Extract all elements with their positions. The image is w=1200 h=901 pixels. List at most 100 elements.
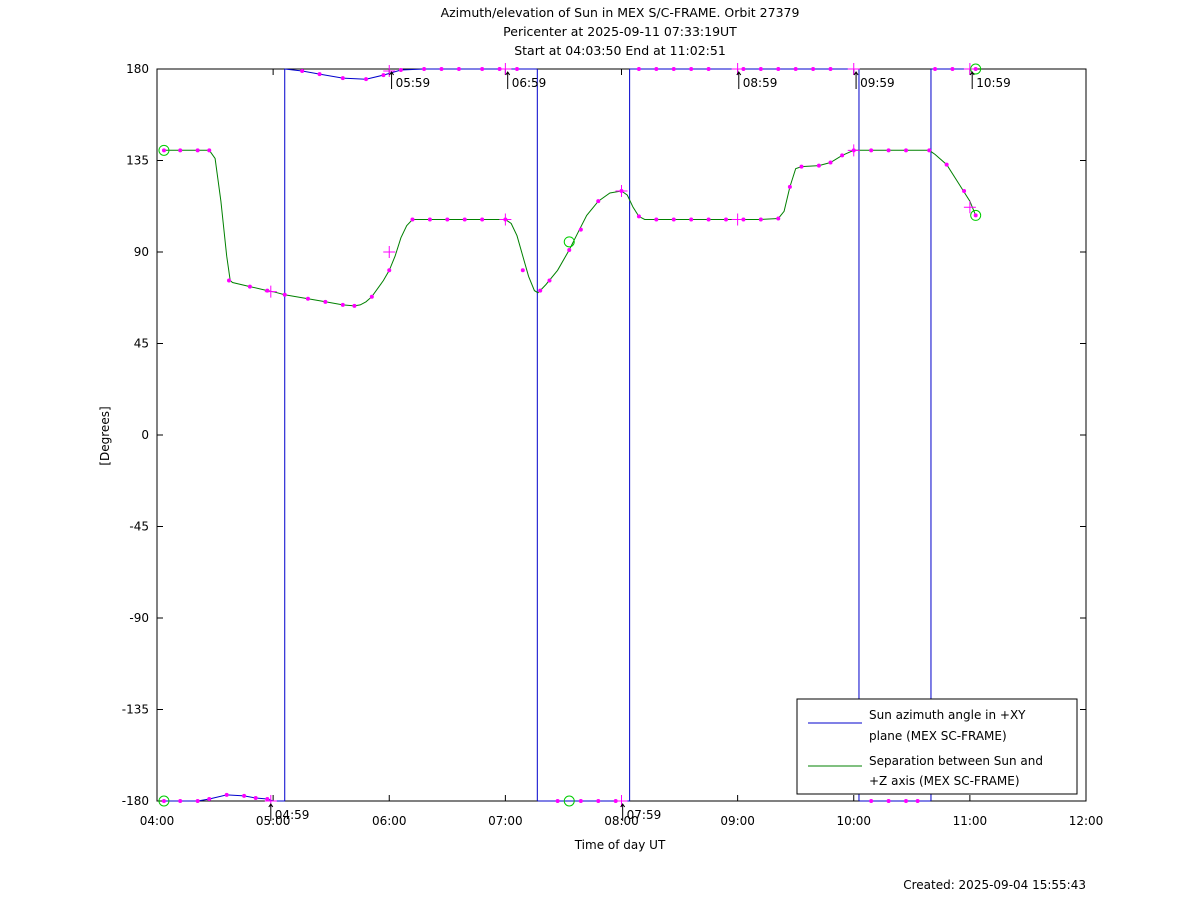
data-point-dot <box>654 67 659 71</box>
data-point-dot <box>381 73 386 78</box>
data-point-dot <box>265 796 270 801</box>
data-point-dot <box>787 184 792 189</box>
hour-cross-marker <box>383 246 396 258</box>
data-point-dot <box>840 153 845 158</box>
hour-mark-label: 09:59 <box>860 76 895 90</box>
data-point-dot <box>323 299 328 304</box>
hour-cross-marker <box>963 63 976 75</box>
data-point-dot <box>242 793 247 798</box>
azimuth-series-line <box>284 68 537 80</box>
data-point-dot <box>369 294 374 299</box>
y-tick-label: 135 <box>126 154 149 168</box>
data-point-dot <box>520 268 525 273</box>
data-point-dot <box>927 148 932 153</box>
data-point-dot <box>462 217 467 222</box>
data-point-dot <box>706 217 711 222</box>
data-point-dot <box>480 217 485 222</box>
data-point-dot <box>195 148 200 153</box>
y-axis-label: [Degrees] <box>98 406 112 465</box>
data-point-dot <box>886 148 891 153</box>
data-point-dot <box>904 148 909 153</box>
data-point-dot <box>816 163 821 168</box>
hour-cross-marker <box>847 63 860 75</box>
data-point-dot <box>567 247 572 252</box>
hour-cross-marker <box>264 285 277 298</box>
data-point-dot <box>724 217 729 222</box>
endpoint-circle-marker <box>970 209 982 221</box>
hour-cross-marker <box>499 213 512 226</box>
data-point-dot <box>828 67 833 71</box>
data-point-dot <box>793 67 798 71</box>
data-point-dot <box>207 148 212 153</box>
x-tick-label: 06:00 <box>372 814 407 828</box>
data-point-dot <box>480 67 485 71</box>
hour-mark-arrow <box>969 71 975 89</box>
data-point-dot <box>427 217 432 222</box>
data-point-dot <box>811 67 816 71</box>
data-point-dot <box>224 792 229 797</box>
data-point-dot <box>317 72 322 77</box>
hour-mark-arrow <box>853 71 859 89</box>
data-point-dot <box>904 799 909 803</box>
hour-marks: 04:59 05:59 06:59 07:59 08:59 09:59 10:59 <box>268 71 1011 822</box>
hour-mark-arrow <box>620 803 626 821</box>
hour-mark-label: 06:59 <box>512 76 547 90</box>
hour-mark-label: 04:59 <box>275 808 310 822</box>
data-point-dot <box>161 148 166 153</box>
y-tick-label: 0 <box>141 428 149 442</box>
x-tick-label: 11:00 <box>953 814 988 828</box>
plot-frame <box>156 68 1087 802</box>
separation-series-line <box>164 149 977 307</box>
series-lines <box>164 68 977 802</box>
hour-cross-marker <box>963 201 976 214</box>
data-point-dot <box>352 303 357 308</box>
data-point-dot <box>410 217 415 222</box>
y-tick-label: 90 <box>134 245 149 259</box>
data-point-dot <box>869 148 874 153</box>
endpoint-circle-marker <box>158 144 170 156</box>
data-point-dot <box>944 162 949 167</box>
endpoint-circle-marker <box>563 795 575 807</box>
y-tick-label: -90 <box>129 611 149 625</box>
data-point-dot <box>514 67 519 71</box>
data-point-dot <box>253 795 258 800</box>
data-point-dot <box>300 69 305 74</box>
hour-cross-marker <box>847 144 860 157</box>
data-point-dot <box>776 67 781 71</box>
data-point-dot <box>654 217 659 222</box>
created-timestamp: Created: 2025-09-04 15:55:43 <box>903 878 1086 892</box>
data-point-dot <box>282 292 287 297</box>
x-tick-label: 05:00 <box>256 814 291 828</box>
data-point-dot <box>828 160 833 165</box>
endpoint-circle-marker <box>970 63 982 75</box>
data-point-dot <box>973 213 978 218</box>
data-point-dot <box>547 278 552 283</box>
data-point-dot <box>596 799 601 803</box>
plot-area: 04:00 05:00 06:00 07:00 08:00 09:00 10:00 11:00… <box>122 62 1104 828</box>
y-tick-label: -135 <box>122 703 149 717</box>
x-tick-label: 07:00 <box>488 814 523 828</box>
data-point-dot <box>161 799 166 803</box>
data-point-dot <box>869 799 874 803</box>
x-axis-label: Time of day UT <box>574 838 666 852</box>
data-point-dot <box>207 796 212 801</box>
axis-ticks: 04:00 05:00 06:00 07:00 08:00 09:00 10:00 11:00… <box>122 62 1104 828</box>
data-point-dot <box>340 302 345 307</box>
hour-cross-marker <box>383 65 396 78</box>
data-point-dot <box>422 67 427 71</box>
y-tick-label: 45 <box>134 337 149 351</box>
data-point-dot <box>578 227 583 232</box>
data-point-dot <box>578 799 583 803</box>
y-tick-label: -45 <box>129 520 149 534</box>
data-point-dot <box>689 217 694 222</box>
data-point-dot <box>178 799 183 803</box>
data-point-dot <box>195 799 200 803</box>
data-point-dot <box>758 67 763 71</box>
x-tick-label: 10:00 <box>836 814 871 828</box>
legend-label-separation-line-2: +Z axis (MEX SC-FRAME) <box>869 774 1020 788</box>
hour-mark-label: 08:59 <box>743 76 778 90</box>
data-point-dot <box>555 799 560 803</box>
data-point-dot <box>962 189 967 193</box>
hour-mark-arrow <box>736 71 742 89</box>
